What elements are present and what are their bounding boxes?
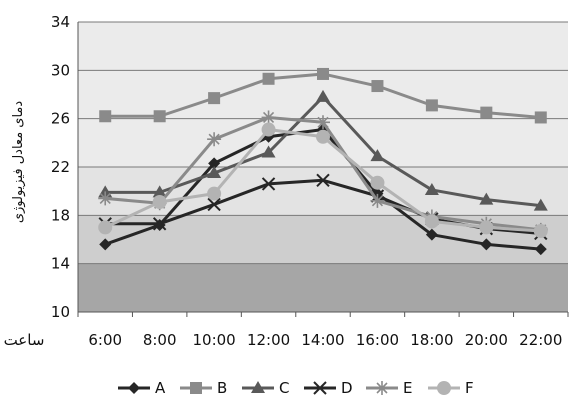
data-point-F-6 [424,214,439,229]
data-point-C-5 [370,149,385,162]
data-point-A-8 [534,243,547,256]
legend-item-F: F [428,379,474,397]
x-tick-label: 20:00 [465,331,508,349]
data-point-F-4 [316,129,330,144]
data-point-E-0 [98,191,113,206]
data-point-B-6 [425,99,438,112]
data-point-E-3 [261,110,276,125]
data-point-F-5 [370,175,385,190]
legend-label: E [403,379,412,397]
data-point-C-3 [261,145,276,158]
data-point-A-6 [425,228,438,241]
data-point-F-3 [261,122,276,137]
y-tick-label: 26 [51,110,70,128]
legend: A B C D E F [118,379,474,397]
data-point-F-1 [152,195,167,210]
x-tick-label: 14:00 [301,331,344,349]
series-group [98,67,548,256]
legend-marker [437,381,451,395]
x-tick-label: 10:00 [192,331,235,349]
data-point-A-0 [99,238,112,251]
x-tick-label: 12:00 [247,331,290,349]
y-tick-labels: 10 14 18 22 26 30 34 [51,13,70,321]
data-point-B-7 [480,106,493,119]
data-point-C-4 [316,89,330,102]
data-point-E-4 [316,115,330,130]
x-tick-label: 22:00 [519,331,562,349]
data-point-D-2 [207,197,221,212]
data-point-C-6 [424,182,439,195]
data-point-B-5 [371,80,384,93]
y-tick-label: 18 [51,206,70,224]
y-tick-label: 10 [51,303,70,321]
data-point-B-0 [99,110,112,123]
data-point-F-0 [98,220,113,235]
legend-label: A [155,379,166,397]
data-point-A-2 [208,157,221,170]
legend-marker [375,381,389,395]
x-tick-label: 18:00 [410,331,453,349]
data-point-B-2 [208,92,221,105]
legend-item-B: B [180,379,227,397]
data-point-B-8 [534,111,547,124]
legend-marker [251,381,265,393]
data-point-F-2 [207,186,222,201]
band-0 [78,263,568,312]
y-axis-label: دمای معادل فیزیولوژی [11,101,26,224]
legend-label: B [217,379,227,397]
legend-marker [128,382,140,394]
data-point-D-4 [316,173,330,187]
data-point-F-7 [479,220,494,235]
data-point-E-5 [370,193,385,208]
legend-item-C: C [242,379,289,397]
data-point-E-2 [207,132,222,147]
data-point-B-4 [317,67,329,80]
data-point-C-2 [207,166,222,179]
x-tick-label: 16:00 [356,331,399,349]
data-point-C-7 [479,192,494,205]
band-5 [78,22,568,71]
axes [77,22,569,317]
x-axis-label: ساعت [4,331,45,349]
y-tick-label: 22 [51,158,70,176]
legend-item-A: A [118,379,166,397]
data-point-B-1 [153,110,166,123]
data-point-B-3 [262,72,275,85]
y-tick-label: 34 [51,13,70,31]
data-point-C-8 [533,198,548,211]
data-point-C-1 [152,185,167,198]
legend-item-D: D [304,379,353,397]
legend-item-E: E [366,379,412,397]
x-tick-label: 6:00 [88,331,122,349]
data-point-D-3 [261,177,276,191]
series-B [99,67,547,124]
legend-label: D [341,379,353,397]
x-tick-labels: 6:00 8:00 10:00 12:00 14:00 16:00 18:00 20:00 22… [88,331,562,349]
data-point-F-8 [533,224,548,239]
y-tick-label: 14 [51,255,70,273]
series-F [98,122,548,239]
legend-marker [190,382,202,394]
legend-label: F [465,379,474,397]
data-point-D-1 [152,217,167,231]
data-point-A-7 [480,238,493,251]
legend-label: C [279,379,289,397]
x-tick-label: 8:00 [143,331,177,349]
legend-marker [313,381,327,395]
y-tick-label: 30 [51,61,70,79]
